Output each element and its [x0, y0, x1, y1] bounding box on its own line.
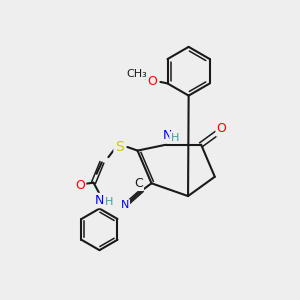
Text: O: O [75, 178, 85, 192]
Text: C: C [134, 177, 143, 190]
Text: S: S [115, 140, 124, 154]
Text: H: H [105, 197, 113, 207]
Text: O: O [147, 75, 157, 88]
Text: N: N [162, 129, 172, 142]
Text: O: O [217, 122, 226, 135]
Text: CH₃: CH₃ [126, 69, 147, 79]
Text: N: N [95, 194, 104, 207]
Text: N: N [121, 200, 129, 210]
Text: H: H [170, 133, 179, 142]
